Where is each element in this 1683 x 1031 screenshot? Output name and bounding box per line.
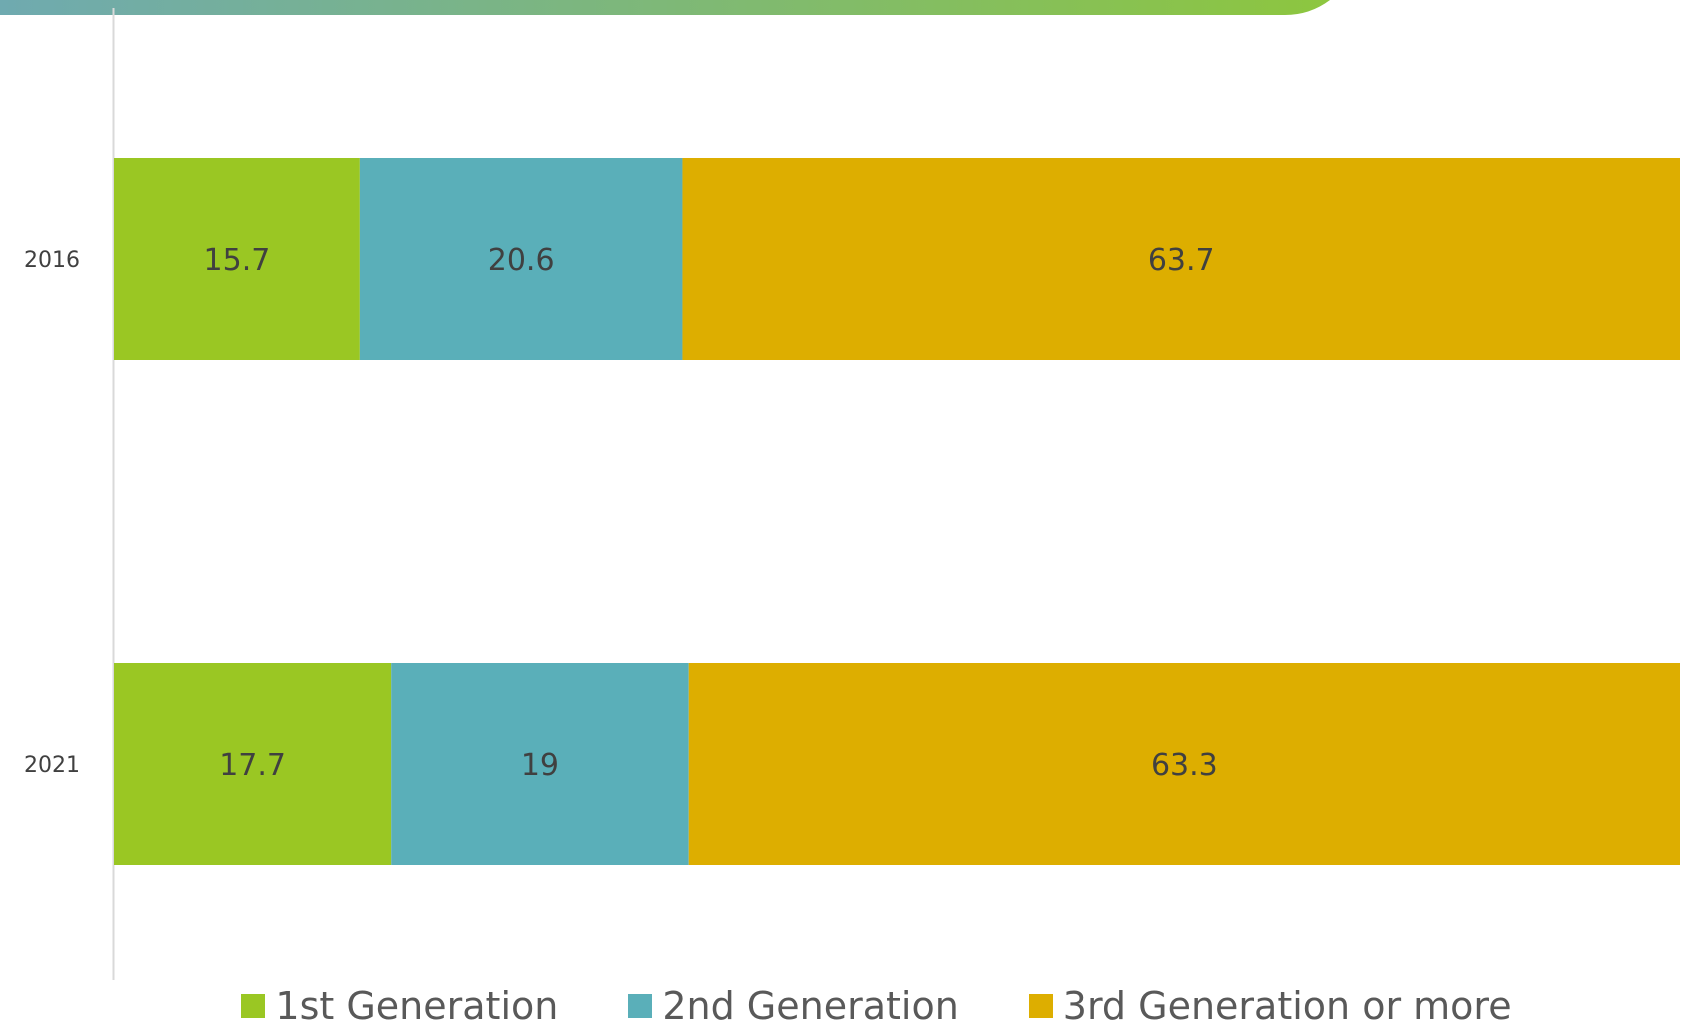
legend-swatch-series-1 bbox=[241, 994, 266, 1018]
bar-segment-2021-series-3 bbox=[688, 663, 1680, 865]
data-label-2021-series-2: 19 bbox=[521, 748, 559, 783]
data-label-2016-series-2: 20.6 bbox=[488, 243, 555, 278]
bar-segment-2021-series-2 bbox=[391, 663, 689, 865]
legend-label-series-1: 1st Generation bbox=[275, 984, 559, 1028]
chart-legend: 1st Generation 2nd Generation 3rd Generati… bbox=[0, 980, 1683, 1031]
category-label-2021: 2021 bbox=[24, 753, 80, 778]
bars-layer bbox=[114, 158, 1680, 865]
data-label-2016-series-3: 63.7 bbox=[1148, 243, 1215, 278]
bar-segment-2016-series-2 bbox=[359, 158, 683, 360]
legend-item-series-1: 1st Generation bbox=[241, 984, 558, 1028]
bar-segment-2016-series-1 bbox=[114, 158, 360, 360]
header-banner-decoration bbox=[0, 0, 1330, 15]
data-label-2016-series-1: 15.7 bbox=[204, 243, 271, 278]
legend-swatch-series-2 bbox=[628, 994, 653, 1018]
bar-segment-2016-series-3 bbox=[682, 158, 1680, 360]
legend-item-series-2: 2nd Generation bbox=[628, 984, 959, 1028]
stacked-bar-chart: 2016 15.7 20.6 63.7 2021 17.7 19 63.3 bbox=[24, 8, 1680, 980]
data-label-2021-series-1: 17.7 bbox=[219, 748, 286, 783]
bar-segment-2021-series-1 bbox=[114, 663, 392, 865]
labels-layer: 2016 15.7 20.6 63.7 2021 17.7 19 63.3 bbox=[24, 243, 1218, 783]
legend-swatch-series-3 bbox=[1028, 994, 1053, 1018]
data-label-2021-series-3: 63.3 bbox=[1151, 748, 1218, 783]
category-label-2016: 2016 bbox=[24, 248, 80, 273]
legend-item-series-3: 3rd Generation or more bbox=[1028, 984, 1512, 1028]
legend-label-series-2: 2nd Generation bbox=[662, 984, 959, 1028]
legend-label-series-3: 3rd Generation or more bbox=[1062, 984, 1512, 1028]
